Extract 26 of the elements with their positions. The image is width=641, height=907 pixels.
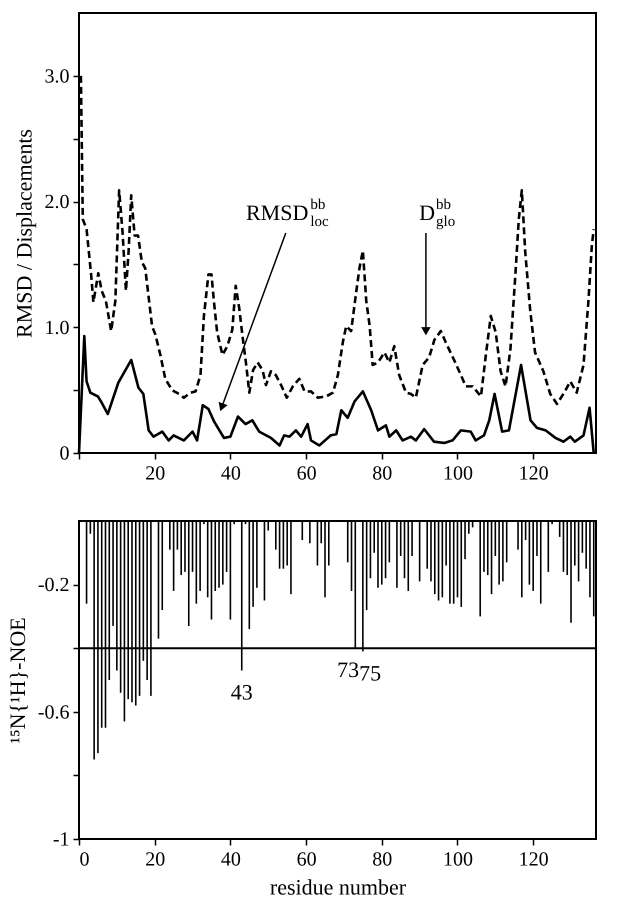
y-axis-title: RMSD / Displacements bbox=[12, 129, 36, 338]
x-tick-label: 80 bbox=[372, 462, 392, 484]
x-tick-label: 120 bbox=[518, 462, 549, 484]
x-tick-label: 20 bbox=[145, 462, 166, 484]
x-tick-label: 60 bbox=[296, 848, 317, 870]
annotation: 73 bbox=[337, 657, 360, 682]
y-tick-label: -0.2 bbox=[38, 574, 70, 596]
annotation: 75 bbox=[359, 660, 382, 686]
y-axis-title: ¹⁵N{¹H}-NOE bbox=[4, 617, 30, 744]
y-tick-label: 3.0 bbox=[44, 65, 70, 88]
x-tick-label: 80 bbox=[372, 848, 392, 870]
x-tick-label: 20 bbox=[145, 848, 166, 870]
y-tick-label: -0.6 bbox=[38, 701, 70, 724]
y-tick-label: 0 bbox=[60, 442, 70, 464]
x-tick-label: 60 bbox=[296, 462, 317, 484]
x-tick-label: 100 bbox=[442, 462, 473, 484]
y-tick-label: -1 bbox=[52, 828, 70, 850]
x-tick-label: 120 bbox=[518, 848, 549, 870]
x-tick-label: 0 bbox=[80, 848, 90, 870]
x-tick-label: 40 bbox=[220, 848, 241, 870]
y-tick-label: 2.0 bbox=[44, 191, 70, 214]
y-tick-label: 1.0 bbox=[44, 316, 70, 339]
x-tick-label: 100 bbox=[442, 848, 473, 870]
annotation: 43 bbox=[230, 679, 253, 704]
x-axis-title: residue number bbox=[270, 874, 407, 900]
x-tick-label: 40 bbox=[220, 462, 241, 484]
